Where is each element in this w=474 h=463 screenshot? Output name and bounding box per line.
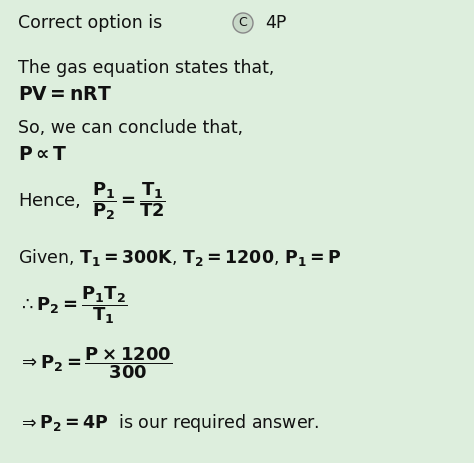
Text: $\Rightarrow \bf{P}_2 = \dfrac{\bf{P} \times 1200}{300}$: $\Rightarrow \bf{P}_2 = \dfrac{\bf{P} \t… [18,345,172,381]
Text: So, we can conclude that,: So, we can conclude that, [18,119,243,137]
Text: $\bf{P}\bf{V}  = \bf{n}\bf{R}\bf{T}$: $\bf{P}\bf{V} = \bf{n}\bf{R}\bf{T}$ [18,86,112,105]
Text: Hence,  $\dfrac{\bf{P}_1}{\bf{P}_2} = \dfrac{\bf{T}_1}{\bf{T}2}$: Hence, $\dfrac{\bf{P}_1}{\bf{P}_2} = \df… [18,180,166,222]
Text: $\Rightarrow \bf{P}_2 = 4\bf{P}$  is our required answer.: $\Rightarrow \bf{P}_2 = 4\bf{P}$ is our … [18,412,319,434]
Text: Given, $\bf{T}_1 = 300\bf{K}$, $\bf{T}_2 = 1200$, $\bf{P}_1 = \bf{P}$: Given, $\bf{T}_1 = 300\bf{K}$, $\bf{T}_2… [18,248,341,269]
Text: $\therefore \bf{P}_2 = \dfrac{\bf{P}_1\bf{T}_2}{\bf{T}_1}$: $\therefore \bf{P}_2 = \dfrac{\bf{P}_1\b… [18,284,128,326]
Text: Correct option is: Correct option is [18,14,162,32]
Text: C: C [238,17,247,30]
Circle shape [233,13,253,33]
Text: $\bf{P} \propto \bf{T}$: $\bf{P} \propto \bf{T}$ [18,145,67,164]
Text: The gas equation states that,: The gas equation states that, [18,59,274,77]
Text: 4P: 4P [265,14,286,32]
